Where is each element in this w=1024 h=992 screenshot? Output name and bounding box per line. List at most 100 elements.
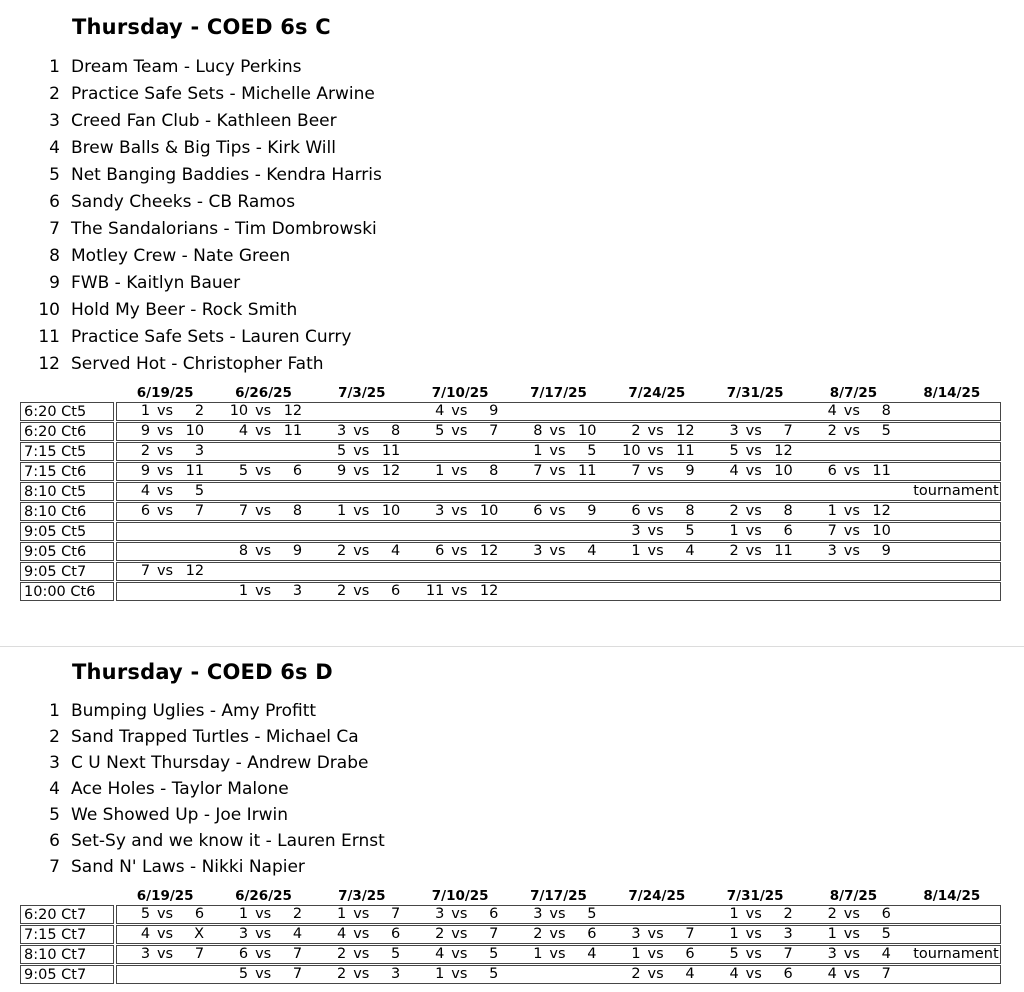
vs-label: vs bbox=[353, 443, 370, 459]
vs-label: vs bbox=[451, 503, 468, 519]
match-left-team: 6 bbox=[533, 503, 543, 519]
team-number: 10 bbox=[38, 299, 60, 320]
match-cell: 5 vs 12 bbox=[706, 443, 804, 460]
vs-label: vs bbox=[353, 423, 370, 439]
team-name: Sandy Cheeks - CB Ramos bbox=[71, 191, 296, 212]
match-left-team: 2 bbox=[337, 966, 347, 982]
match-left-team: 10 bbox=[229, 403, 249, 419]
match-right-team: 4 bbox=[685, 543, 695, 559]
date-header-cell: 7/17/25 bbox=[530, 888, 587, 904]
vs-label: vs bbox=[353, 926, 370, 942]
team-name: The Sandalorians - Tim Dombrowski bbox=[71, 218, 377, 239]
match-row-area: 5 vs 6 1 vs 2 1 vs 7 3 vs 6 3 vs 5 1 vs 2 2 vs 6 bbox=[116, 905, 1001, 924]
team-name: Practice Safe Sets - Lauren Curry bbox=[71, 326, 352, 347]
match-right-team: 6 bbox=[783, 966, 793, 982]
team-item: 2 Practice Safe Sets - Michelle Arwine bbox=[0, 80, 1024, 107]
team-item: 10 Hold My Beer - Rock Smith bbox=[0, 296, 1024, 323]
team-item: 5 We Showed Up - Joe Irwin bbox=[0, 802, 1024, 828]
vs-label: vs bbox=[255, 966, 272, 982]
match-right-team: 11 bbox=[283, 423, 303, 439]
match-left-team: 3 bbox=[435, 503, 445, 519]
team-number: 12 bbox=[38, 353, 60, 374]
time-slot-cell: 7:15 Ct6 bbox=[20, 462, 114, 481]
match-cell: 2 vs 5 bbox=[804, 423, 902, 440]
match-cell: 2 vs 4 bbox=[608, 966, 706, 983]
match-right-team: 9 bbox=[685, 463, 695, 479]
date-header-cell: 7/31/25 bbox=[726, 385, 784, 401]
match-cell: 2 vs 6 bbox=[804, 906, 902, 923]
team-item: 7 The Sandalorians - Tim Dombrowski bbox=[0, 215, 1024, 242]
vs-label: vs bbox=[843, 423, 860, 439]
team-list: 1 Bumping Uglies - Amy Profitt 2 Sand Trapp… bbox=[0, 698, 1024, 880]
match-cell: 1 vs 7 bbox=[313, 906, 411, 923]
match-row-area: 3 vs 5 1 vs 6 7 vs 10 bbox=[116, 522, 1001, 541]
team-number: 5 bbox=[49, 164, 60, 185]
match-left-team: 4 bbox=[729, 463, 739, 479]
match-right-team: 6 bbox=[587, 926, 597, 942]
match-row-area: 9 vs 11 5 vs 6 9 vs 12 1 vs 8 7 vs 11 7 vs 9 4 vs 10 6 vs 11 bbox=[116, 462, 1001, 481]
match-right-team: 7 bbox=[489, 926, 499, 942]
team-number: 7 bbox=[49, 218, 60, 239]
division-title: Thursday - COED 6s C bbox=[72, 15, 331, 39]
match-right-team: 12 bbox=[479, 583, 499, 599]
time-slot-cell: 9:05 Ct6 bbox=[20, 542, 114, 561]
vs-label: vs bbox=[843, 966, 860, 982]
match-right-team: 5 bbox=[489, 966, 499, 982]
match-left-team: 4 bbox=[238, 423, 249, 439]
match-cell: 2 vs 11 bbox=[706, 543, 804, 560]
match-left-team: 4 bbox=[435, 403, 445, 419]
match-cell: 9 vs 11 bbox=[117, 463, 215, 480]
match-cell: 6 vs 7 bbox=[215, 946, 313, 963]
schedule-row: 9:05 Ct7 7 vs 12 bbox=[20, 562, 1001, 581]
vs-label: vs bbox=[255, 543, 272, 559]
vs-label: vs bbox=[156, 403, 174, 419]
match-left-team: 2 bbox=[631, 423, 641, 439]
match-right-team: 10 bbox=[185, 423, 205, 439]
team-name: Dream Team - Lucy Perkins bbox=[71, 56, 302, 77]
match-left-team: 1 bbox=[729, 906, 739, 922]
vs-label: vs bbox=[745, 906, 762, 922]
match-row-area: 4 vs 5 tournament bbox=[116, 482, 1001, 501]
vs-label: vs bbox=[156, 563, 174, 579]
vs-label: vs bbox=[255, 583, 272, 599]
team-item: 4 Brew Balls & Big Tips - Kirk Will bbox=[0, 134, 1024, 161]
schedule-row: 8:10 Ct7 3 vs 7 6 vs 7 2 vs 5 4 vs 5 1 vs 4 1 vs 6 5 vs 7 3 vs 4… bbox=[20, 945, 1001, 964]
match-left-team: 7 bbox=[827, 523, 837, 539]
vs-label: vs bbox=[451, 423, 468, 439]
match-left-team: 1 bbox=[238, 583, 249, 599]
match-left-team: 3 bbox=[631, 523, 641, 539]
match-right-team: 9 bbox=[292, 543, 303, 559]
team-name: Sand Trapped Turtles - Michael Ca bbox=[71, 727, 359, 747]
vs-label: vs bbox=[353, 966, 370, 982]
match-right-team: 6 bbox=[292, 463, 303, 479]
vs-label: vs bbox=[843, 503, 860, 519]
match-right-team: 7 bbox=[391, 906, 401, 922]
vs-label: vs bbox=[549, 503, 566, 519]
vs-label: vs bbox=[156, 946, 174, 962]
match-right-team: 12 bbox=[381, 463, 401, 479]
match-right-team: 3 bbox=[194, 443, 205, 459]
match-right-team: 11 bbox=[872, 463, 891, 479]
vs-label: vs bbox=[549, 906, 566, 922]
match-left-team: 6 bbox=[827, 463, 837, 479]
match-right-team: 7 bbox=[292, 966, 303, 982]
match-cell: 7 vs 10 bbox=[804, 523, 902, 540]
vs-label: vs bbox=[745, 443, 762, 459]
match-right-team: 7 bbox=[685, 926, 695, 942]
team-number: 8 bbox=[49, 245, 60, 266]
section-divider bbox=[0, 646, 1024, 647]
match-left-team: 3 bbox=[435, 906, 445, 922]
match-cell: 2 vs 5 bbox=[313, 946, 411, 963]
division-title: Thursday - COED 6s D bbox=[72, 660, 333, 684]
match-right-team: 8 bbox=[685, 503, 695, 519]
team-item: 11 Practice Safe Sets - Lauren Curry bbox=[0, 323, 1024, 350]
match-cell: 1 vs 2 bbox=[215, 906, 313, 923]
match-cell: 4 vs 5 bbox=[117, 483, 215, 500]
schedule-row: 7:15 Ct7 4 vs X 3 vs 4 4 vs 6 2 vs 7 2 vs 6 3 vs 7 1 vs 3 1 vs 5 bbox=[20, 925, 1001, 944]
time-slot-cell: 6:20 Ct5 bbox=[20, 402, 114, 421]
team-number: 1 bbox=[49, 701, 60, 721]
team-number: 5 bbox=[49, 805, 60, 825]
vs-label: vs bbox=[745, 523, 762, 539]
match-right-team: 8 bbox=[881, 403, 891, 419]
match-right-team: 11 bbox=[774, 543, 793, 559]
